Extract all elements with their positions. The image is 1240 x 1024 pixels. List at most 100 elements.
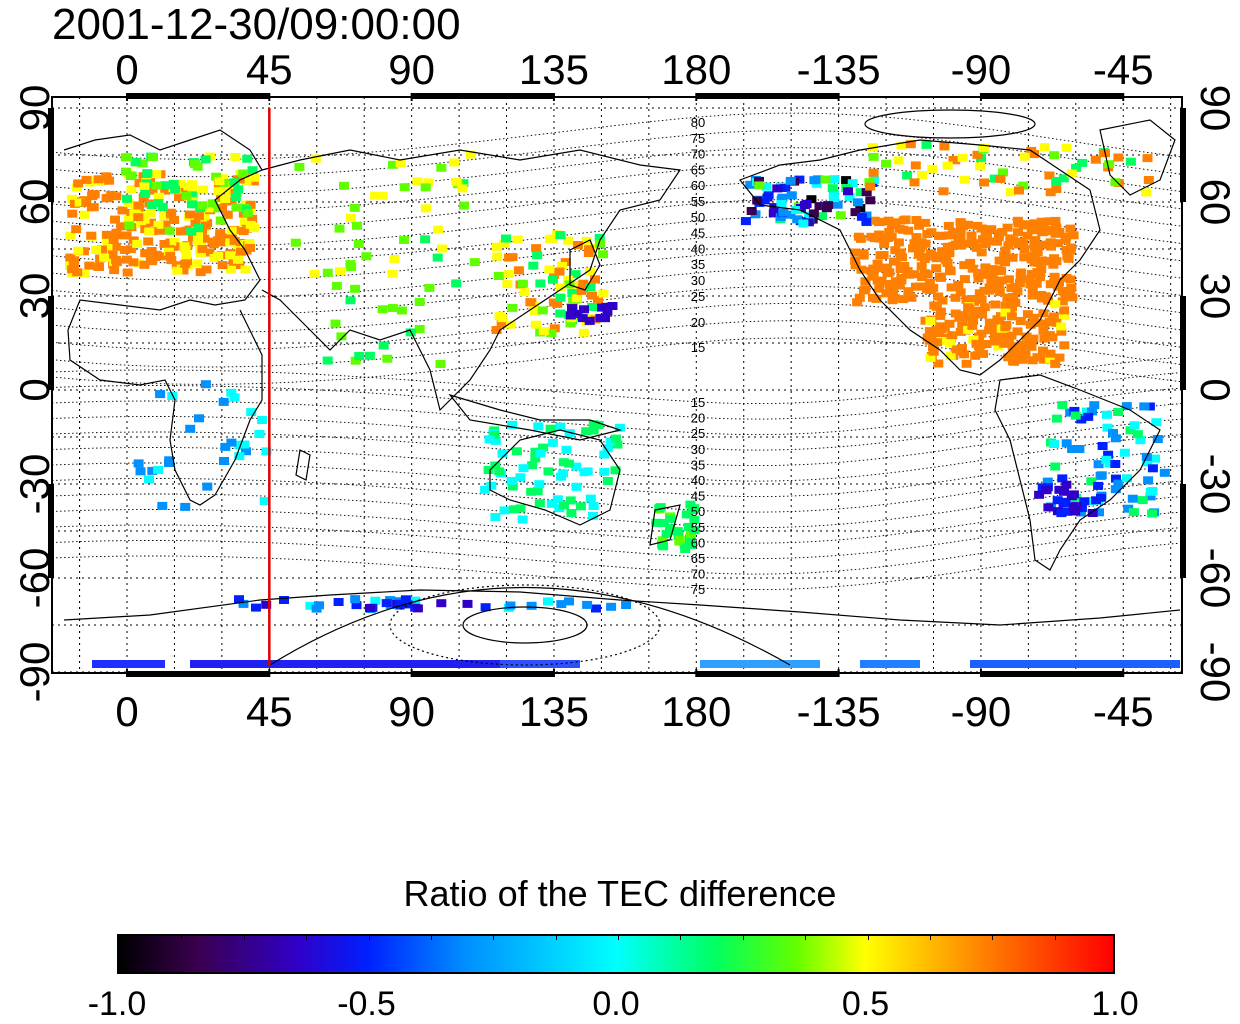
tec-cell [967, 264, 978, 273]
tec-cell [73, 179, 84, 188]
tec-cell [902, 267, 913, 276]
tec-cell [394, 599, 405, 608]
tec-cell [86, 203, 97, 212]
tec-cell [451, 279, 462, 288]
tec-cell [992, 237, 1003, 246]
right-axis-label: -60 [1192, 548, 1239, 609]
tec-cell [1061, 439, 1072, 448]
tec-cell [511, 447, 522, 456]
tec-cell [193, 238, 203, 247]
tec-cell [370, 191, 381, 200]
tec-cell [233, 185, 244, 194]
tec-cell [746, 207, 757, 215]
tec-cell [768, 209, 779, 218]
tec-cell [480, 603, 491, 612]
tec-cell [567, 304, 577, 313]
tec-cell [876, 277, 887, 285]
tec-cell [1091, 496, 1101, 505]
tec-cell [823, 201, 834, 210]
tec-cell [483, 466, 494, 474]
tec-cell [207, 237, 218, 246]
tec-cell [123, 215, 134, 224]
tec-cell [865, 182, 876, 191]
colorbar-tick-label: -0.5 [337, 985, 396, 1023]
tec-cell [1128, 508, 1139, 517]
tec-cell [543, 597, 553, 606]
tec-cell [351, 601, 362, 610]
colorbar-tick [680, 934, 682, 940]
tec-cell [234, 440, 245, 449]
colorbar-tick [430, 934, 432, 940]
tec-cell [979, 303, 990, 312]
tec-cell [116, 222, 127, 231]
tec-cell [1159, 468, 1170, 477]
tec-cell [84, 261, 95, 270]
tec-cell [598, 250, 608, 259]
tec-cell [1123, 504, 1134, 513]
tec-cell [1056, 509, 1067, 518]
colorbar [117, 934, 1115, 974]
tec-cell [571, 294, 582, 303]
tec-cell [1038, 355, 1049, 364]
tec-cell [496, 319, 507, 328]
tec-cell [122, 268, 133, 277]
tec-cell [112, 231, 123, 240]
tec-cell [449, 158, 460, 167]
tec-cell [898, 216, 909, 225]
tec-cell [966, 295, 977, 303]
tec-cell [1029, 150, 1040, 159]
tec-cell [546, 499, 557, 508]
tec-cell [871, 294, 882, 303]
tec-cell [1049, 151, 1060, 160]
tec-cell [504, 253, 515, 262]
tec-cell [377, 191, 388, 200]
tec-cell [1045, 355, 1056, 363]
left-axis-label: -90 [11, 642, 58, 703]
tec-cell [600, 314, 610, 323]
tec-cell [503, 270, 514, 279]
tec-cell [1139, 402, 1150, 411]
tec-cell [208, 204, 219, 213]
tec-cell [1044, 217, 1055, 226]
tec-cell [163, 247, 174, 256]
tec-cell [948, 241, 959, 250]
tec-cell [1007, 253, 1018, 262]
tec-cell [1038, 220, 1049, 229]
tec-cell [792, 215, 803, 224]
tec-cell [1141, 188, 1151, 197]
tec-cell [565, 319, 576, 328]
tec-cell [891, 277, 901, 286]
coastlines [63, 109, 1181, 666]
tec-cell [956, 241, 967, 250]
tec-cell [79, 269, 90, 278]
tec-cell [185, 424, 196, 433]
tec-cell [798, 219, 809, 228]
tec-cell [1013, 228, 1023, 237]
tec-cell [1002, 223, 1013, 232]
tec-cell [526, 601, 537, 610]
tec-cell [1005, 188, 1016, 197]
tec-cell [578, 279, 589, 288]
tec-cell [881, 159, 891, 168]
tec-cell [999, 251, 1010, 260]
tec-cell [331, 281, 342, 290]
tec-cell [655, 503, 666, 512]
tec-cell [101, 230, 112, 239]
tec-cell [535, 449, 546, 458]
tec-cell [544, 234, 555, 243]
tec-cell [579, 305, 589, 314]
tec-cell [567, 289, 578, 297]
colorbar-tick-label: 0.0 [592, 985, 640, 1023]
tec-cell [955, 288, 966, 297]
tec-cell [519, 288, 530, 297]
tec-cell [879, 240, 890, 249]
tec-cell [906, 293, 917, 302]
colorbar-tick [555, 934, 557, 940]
tec-cell [349, 203, 360, 212]
tec-cell [1087, 509, 1098, 517]
tec-cell [591, 604, 601, 613]
tec-cell [1048, 260, 1059, 269]
tec-cell [489, 431, 500, 439]
tec-cell [969, 239, 980, 248]
tec-cell [491, 326, 502, 334]
